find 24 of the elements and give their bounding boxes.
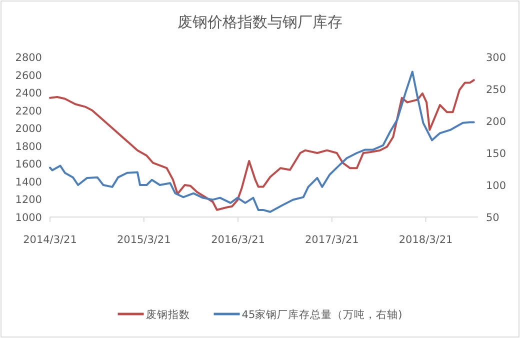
y-tick-label: 2800 bbox=[15, 52, 42, 64]
x-tick-label: 2016/3/21 bbox=[211, 234, 265, 246]
x-tick-label: 2017/3/21 bbox=[304, 234, 359, 246]
x-tick-label: 2018/3/21 bbox=[398, 234, 453, 246]
y2-tick-label: 50 bbox=[486, 212, 500, 224]
y-tick-label: 2600 bbox=[15, 70, 42, 82]
y-tick-label: 2000 bbox=[15, 123, 42, 136]
y-tick-label: 1600 bbox=[15, 158, 42, 171]
y-tick-label: 1000 bbox=[15, 212, 42, 224]
y-tick-label: 1800 bbox=[15, 140, 42, 153]
y-tick-label: 2200 bbox=[15, 105, 42, 118]
y-tick-label: 1200 bbox=[15, 194, 42, 206]
x-tick-label: 2014/3/21 bbox=[23, 234, 77, 246]
y2-tick-label: 100 bbox=[486, 180, 506, 192]
legend-label: 45家钢厂库存总量（万吨，右轴) bbox=[242, 308, 402, 321]
y-tick-label: 2400 bbox=[15, 88, 42, 100]
y2-tick-label: 250 bbox=[486, 84, 506, 96]
chart-title: 废钢价格指数与钢厂库存 bbox=[178, 13, 342, 31]
y-tick-label: 1400 bbox=[15, 176, 42, 188]
legend-label: 废钢指数 bbox=[146, 308, 190, 321]
x-tick-label: 2015/3/21 bbox=[116, 234, 171, 246]
y2-tick-label: 300 bbox=[486, 52, 506, 64]
y2-tick-label: 150 bbox=[486, 148, 506, 160]
y2-tick-label: 200 bbox=[486, 116, 506, 128]
